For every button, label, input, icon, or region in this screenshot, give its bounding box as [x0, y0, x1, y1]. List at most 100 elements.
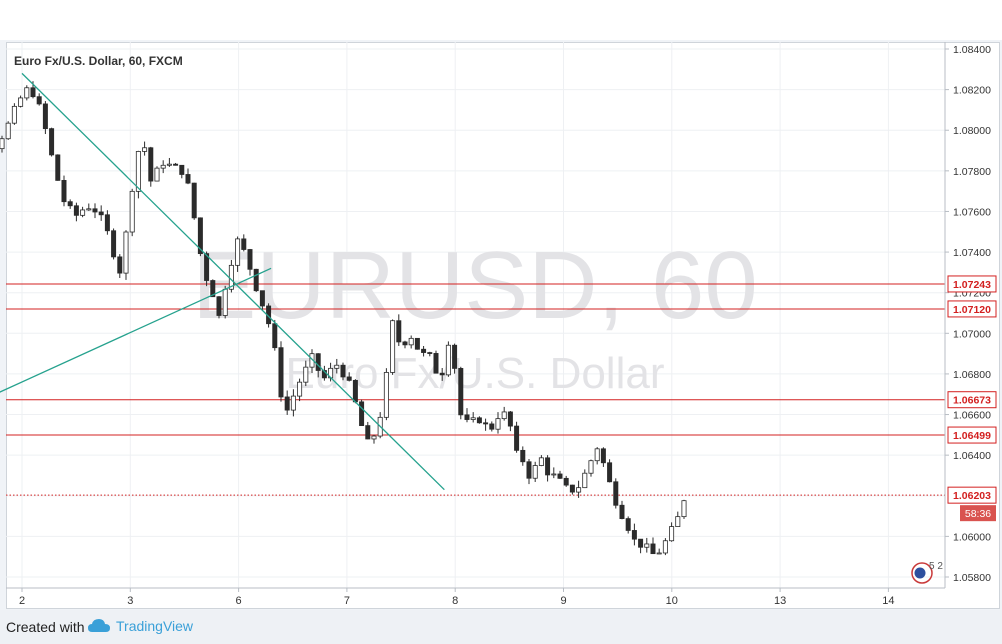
- countdown-label: 58:36: [965, 508, 991, 520]
- time-tick-label: 7: [344, 595, 350, 607]
- level-label-box: [947, 275, 997, 293]
- price-tick-label: 1.08000: [953, 125, 991, 137]
- candle-body: [514, 425, 520, 451]
- candle-body: [644, 543, 650, 548]
- candle-body: [352, 379, 358, 403]
- candle-body: [619, 504, 625, 519]
- candle-body: [538, 457, 544, 466]
- time-tick-label: 6: [236, 595, 242, 607]
- level-label-box: [947, 426, 997, 444]
- candle-body: [73, 205, 79, 216]
- candle-body: [340, 364, 346, 378]
- candle-body: [123, 231, 129, 274]
- price-tick-label: 1.07800: [953, 166, 991, 178]
- time-tick-label: 13: [774, 595, 786, 607]
- time-axis-ticks: 2 3 6 7 8 9 10 13 14: [19, 588, 895, 607]
- candle-body: [346, 376, 352, 381]
- candle-body: [222, 288, 228, 316]
- candle-body: [67, 201, 73, 207]
- time-tick-label: 3: [127, 595, 133, 607]
- candle-body: [142, 147, 148, 152]
- candle-body: [241, 238, 247, 250]
- watermark-name: Euro Fx/U.S. Dollar: [286, 349, 665, 398]
- candle-body: [408, 337, 414, 346]
- candle-body: [117, 256, 123, 274]
- candle-body: [483, 422, 489, 425]
- event-badge[interactable]: 5 2: [911, 561, 943, 584]
- candle-body: [501, 411, 507, 420]
- candle-body: [507, 411, 513, 427]
- candle-body: [576, 487, 582, 493]
- time-tick-label: 9: [560, 595, 566, 607]
- price-tick-label: 1.08400: [953, 44, 991, 56]
- level-label: 1.07120: [953, 304, 991, 316]
- price-tick-label: 1.07600: [953, 206, 991, 218]
- candle-body: [458, 368, 464, 416]
- candle-body: [36, 96, 42, 105]
- candle-body: [371, 435, 377, 440]
- candle-body: [656, 552, 662, 555]
- cloud-icon: [88, 619, 110, 633]
- candle-body: [191, 182, 197, 219]
- candle-body: [563, 477, 569, 486]
- candle-body: [433, 353, 439, 374]
- candle-body: [638, 538, 644, 548]
- level-labels: 1.07243 1.07120 1.06673 1.06499 1.06203 58:36: [947, 275, 997, 522]
- candle-body: [30, 87, 36, 98]
- level-label-box: [947, 391, 997, 409]
- candle-body: [315, 353, 321, 371]
- trendlines: [0, 72, 445, 491]
- trendline: [0, 267, 272, 393]
- candle-body: [179, 164, 185, 175]
- candle-body: [365, 425, 371, 440]
- candle-body: [402, 341, 408, 346]
- candle-body: [613, 481, 619, 506]
- candle-body: [464, 414, 470, 420]
- candle-body: [247, 249, 253, 270]
- created-with-label: Created with: [6, 619, 85, 635]
- candle-body: [520, 449, 526, 463]
- candle-body: [421, 348, 427, 353]
- candle-body: [278, 347, 284, 398]
- candle-body: [297, 381, 303, 397]
- candle-body: [390, 320, 396, 373]
- candle-body: [383, 372, 389, 418]
- price-tick-label: 1.06400: [953, 450, 991, 462]
- countdown-box: [960, 505, 996, 522]
- candle-body: [253, 268, 259, 292]
- candle-body: [526, 461, 532, 479]
- candle-body: [594, 448, 600, 462]
- candle-body: [272, 323, 278, 349]
- candle-body: [607, 462, 613, 483]
- candle-body: [569, 484, 575, 493]
- candle-body: [551, 473, 557, 476]
- candle-body: [92, 208, 98, 213]
- candle-body: [582, 472, 588, 489]
- candle-body: [210, 280, 216, 298]
- price-tick-label: 1.05800: [953, 572, 991, 584]
- candle-body: [439, 372, 445, 376]
- watermark-symbol: EURUSD, 60: [192, 232, 758, 339]
- candle-body: [334, 364, 340, 369]
- candle-body: [129, 190, 135, 233]
- time-tick-label: 2: [19, 595, 25, 607]
- candle-body: [284, 396, 290, 411]
- price-tick-label: 1.07400: [953, 247, 991, 259]
- candle-body: [216, 296, 222, 316]
- price-tick-label: 1.06000: [953, 531, 991, 543]
- horizontal-levels: [6, 283, 945, 496]
- candle-body: [303, 366, 309, 383]
- candle-body: [489, 423, 495, 430]
- candle-body: [111, 230, 117, 258]
- tradingview-logo[interactable]: TradingView: [88, 618, 193, 634]
- level-label-box: [947, 300, 997, 318]
- price-tick-label: 1.07000: [953, 328, 991, 340]
- candle-body: [55, 154, 61, 181]
- time-tick-label: 14: [882, 595, 894, 607]
- tradingview-brand: TradingView: [116, 618, 194, 634]
- price-chart[interactable]: EURUSD, 60 Euro Fx/U.S. Dollar 1.08400 1.…: [0, 0, 1002, 610]
- chart-frame: [6, 42, 1000, 609]
- candle-body: [545, 457, 551, 476]
- candle-body: [148, 147, 154, 182]
- candle-body: [631, 530, 637, 540]
